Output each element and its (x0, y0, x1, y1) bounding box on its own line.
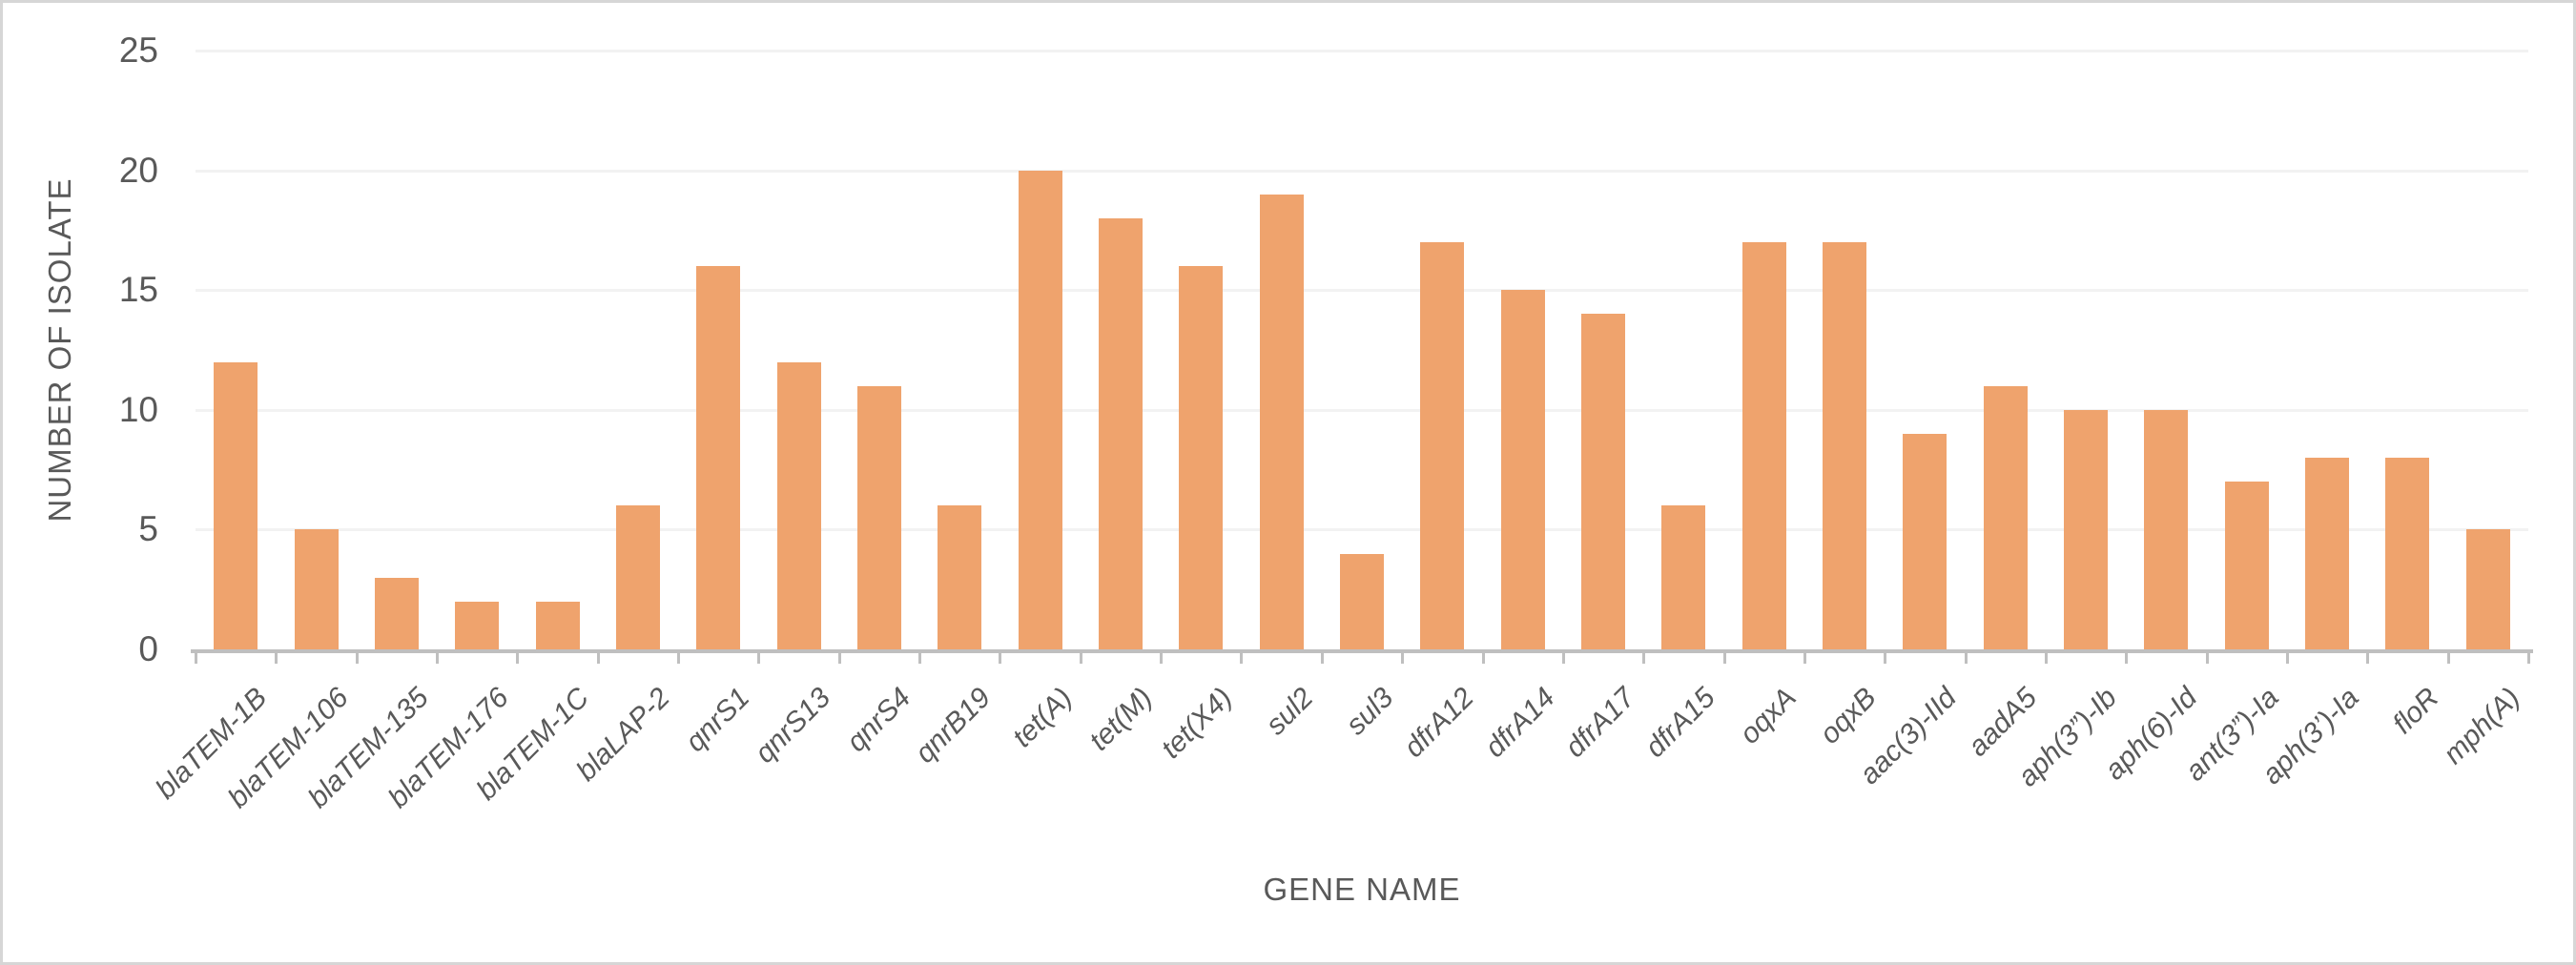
bar-dfrA17 (1581, 314, 1625, 649)
x-tick-mark (195, 649, 197, 664)
y-tick-label: 0 (138, 629, 158, 668)
bar-aac(3)-IId (1903, 434, 1947, 649)
x-tick-mark (1160, 649, 1163, 664)
bar-blaTEM-135 (375, 578, 419, 649)
x-tick-mark (1965, 649, 1968, 664)
x-tick-mark (1642, 649, 1645, 664)
x-tick-mark (838, 649, 841, 664)
x-tick-mark (356, 649, 359, 664)
bar-dfrA14 (1501, 290, 1545, 649)
bar-blaTEM-106 (295, 529, 339, 649)
bar-aph(3”)-Ib (2064, 410, 2108, 649)
bar-aph(6)-Id (2144, 410, 2188, 649)
x-tick-mark (1803, 649, 1806, 664)
y-axis-title: NUMBER OF ISOLATE (42, 177, 77, 523)
bar-dfrA12 (1420, 242, 1464, 649)
y-tick-label: 15 (118, 270, 158, 309)
bar-qnrB19 (938, 505, 981, 649)
bar-oqxB (1823, 242, 1866, 649)
x-axis-line (191, 649, 2533, 653)
bar-sul2 (1260, 195, 1304, 649)
bar-aadA5 (1984, 386, 2028, 649)
x-axis-title: GENE NAME (1263, 872, 1461, 907)
bar-blaTEM-176 (455, 602, 499, 649)
bar-qnrS1 (696, 266, 740, 649)
x-tick-mark (1240, 649, 1243, 664)
x-tick-mark (918, 649, 921, 664)
bar-blaTEM-1B (214, 362, 258, 649)
bar-qnrS4 (857, 386, 901, 649)
y-tick-label: 25 (118, 31, 158, 70)
x-tick-mark (999, 649, 1001, 664)
bar-sul3 (1340, 554, 1384, 649)
gridline (196, 289, 2528, 292)
bar-floR (2385, 458, 2429, 649)
x-tick-mark (1401, 649, 1404, 664)
bar-mph(A) (2466, 529, 2510, 649)
x-tick-mark (1723, 649, 1726, 664)
bar-oqxA (1742, 242, 1786, 649)
x-tick-mark (2045, 649, 2048, 664)
bar-dfrA15 (1661, 505, 1705, 649)
x-tick-mark (1321, 649, 1324, 664)
x-tick-mark (1562, 649, 1565, 664)
x-tick-mark (2527, 649, 2530, 664)
x-tick-mark (516, 649, 519, 664)
x-tick-mark (2125, 649, 2128, 664)
x-tick-mark (1884, 649, 1886, 664)
x-tick-mark (1080, 649, 1082, 664)
gridline (196, 409, 2528, 412)
bar-tet(X4) (1179, 266, 1223, 649)
x-tick-mark (275, 649, 278, 664)
gridline (196, 170, 2528, 173)
bar-tet(A) (1019, 171, 1062, 649)
x-tick-mark (677, 649, 680, 664)
x-tick-mark (757, 649, 760, 664)
bar-qnrS13 (777, 362, 821, 649)
bar-blaLAP-2 (616, 505, 660, 649)
x-tick-mark (2286, 649, 2289, 664)
gridline (196, 50, 2528, 52)
y-tick-label: 5 (138, 509, 158, 548)
y-tick-label: 10 (118, 390, 158, 429)
x-tick-mark (436, 649, 439, 664)
x-tick-mark (2366, 649, 2369, 664)
x-tick-mark (1482, 649, 1485, 664)
gridline (196, 528, 2528, 531)
bar-ant(3”)-Ia (2225, 482, 2269, 649)
y-tick-label: 20 (118, 151, 158, 190)
bar-blaTEM-1C (536, 602, 580, 649)
x-tick-mark (2447, 649, 2450, 664)
bar-tet(M) (1099, 218, 1143, 649)
x-tick-mark (597, 649, 600, 664)
x-tick-mark (2206, 649, 2209, 664)
bar-aph(3’)-Ia (2305, 458, 2349, 649)
